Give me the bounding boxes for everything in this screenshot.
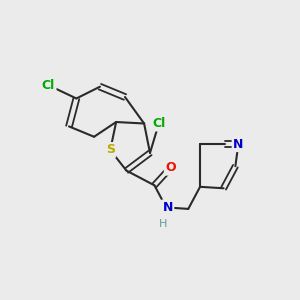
Text: N: N bbox=[233, 138, 244, 151]
Text: S: S bbox=[106, 143, 115, 157]
Text: N: N bbox=[163, 201, 173, 214]
Text: H: H bbox=[159, 219, 167, 229]
Text: Cl: Cl bbox=[152, 117, 166, 130]
Text: Cl: Cl bbox=[42, 79, 55, 92]
Text: O: O bbox=[165, 161, 176, 174]
